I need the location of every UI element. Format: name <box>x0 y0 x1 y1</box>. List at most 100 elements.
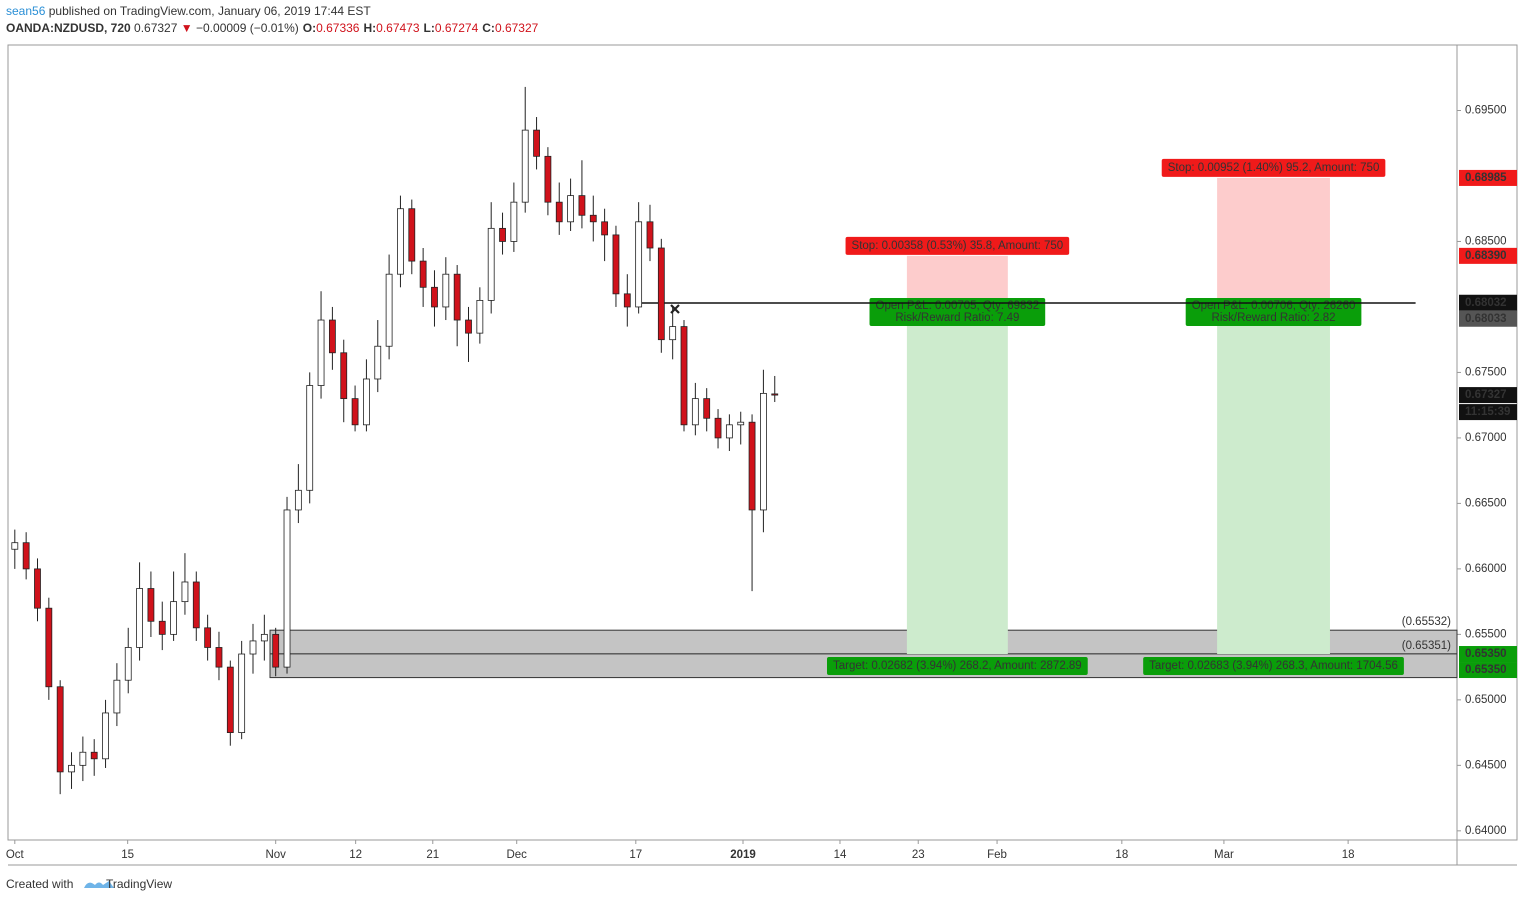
price-label: 0.65350 <box>1465 664 1507 676</box>
candle-body <box>589 214 597 223</box>
zone-label: (0.65351) <box>1402 640 1451 652</box>
candle-body <box>374 345 382 380</box>
last: 0.67327 <box>134 21 178 35</box>
y-tick-label: 0.68500 <box>1465 235 1507 247</box>
candle-body <box>363 378 370 426</box>
candle-body <box>351 398 359 426</box>
footer-prefix: Created with <box>6 877 73 891</box>
candle-body <box>453 273 461 321</box>
pnl-label: Open P&L: 0.00706, Qty: 26260 <box>1192 300 1356 312</box>
x-tick-label: 2019 <box>730 849 756 861</box>
y-tick-label: 0.66000 <box>1465 563 1507 575</box>
pnl-box <box>869 298 1046 327</box>
ohlc-key: C: <box>482 21 495 35</box>
candle-body <box>431 286 438 308</box>
candle-body <box>623 293 631 308</box>
candle-body <box>737 421 745 426</box>
candle-body <box>487 227 495 301</box>
candle-body <box>476 299 484 334</box>
candle-body <box>657 247 665 341</box>
marks: 0.69500 0.68500 0.67500 0.67000 0.66500 0.660… <box>6 86 1517 861</box>
candle-body <box>578 195 586 216</box>
x-tick-label: Feb <box>987 849 1007 861</box>
candle-body <box>714 417 722 439</box>
stop-label-box <box>1161 158 1386 177</box>
candle-body <box>170 601 178 635</box>
candle-body <box>226 666 234 734</box>
candle-body <box>238 653 246 734</box>
price-label: 0.67327 <box>1465 389 1507 401</box>
x-icon <box>670 304 680 314</box>
candle-body <box>294 489 302 511</box>
price-label-box <box>1459 294 1517 311</box>
y-tick-label: 0.67000 <box>1465 432 1507 444</box>
candle-body <box>612 234 620 295</box>
candle-body <box>215 647 223 668</box>
x-tick-label: 18 <box>1115 849 1128 861</box>
x-tick-label: 18 <box>1342 849 1355 861</box>
y-tick-label: 0.64500 <box>1465 759 1507 771</box>
candle-body <box>521 129 529 203</box>
footer-brand: TradingView <box>106 877 172 891</box>
candle-body <box>555 201 563 223</box>
y-tick-label: 0.65000 <box>1465 694 1507 706</box>
ohlc-value: 0.67274 <box>435 21 479 35</box>
candle-body <box>442 273 450 308</box>
candle-body <box>272 633 280 668</box>
candle-body <box>249 640 257 655</box>
ohlc-key: H: <box>363 21 376 35</box>
target-zone <box>1217 303 1330 655</box>
price-label: 0.68390 <box>1465 250 1507 262</box>
zone-label: (0.65532) <box>1402 616 1451 628</box>
y-tick-label: 0.67500 <box>1465 366 1507 378</box>
candle-body <box>601 221 609 236</box>
candle-body <box>11 542 19 550</box>
rr-label: Risk/Reward Ratio: 7.49 <box>895 312 1019 324</box>
candle-body <box>771 393 779 396</box>
price-label-box <box>1459 247 1517 264</box>
target-label: Target: 0.02682 (3.94%) 268.2, Amount: 2… <box>833 660 1082 672</box>
candle-body <box>102 712 109 760</box>
countdown-box <box>1459 404 1517 421</box>
x-tick-label: Oct <box>6 849 25 861</box>
candle-body <box>465 319 472 334</box>
candle-body <box>499 227 506 242</box>
x-tick-label: 21 <box>426 849 439 861</box>
candle-body <box>306 385 314 491</box>
change: −0.00009 (−0.01%) <box>196 21 299 35</box>
price-label: 0.65350 <box>1465 648 1507 660</box>
arrow: ▼ <box>181 21 193 35</box>
user: sean56 <box>6 4 46 18</box>
pnl-box <box>1185 298 1362 327</box>
candle-body <box>283 509 291 668</box>
target-label-box <box>827 657 1088 676</box>
price-label-box <box>1459 662 1517 679</box>
stop-label: Stop: 0.00952 (1.40%) 95.2, Amount: 750 <box>1168 162 1380 174</box>
candle-body <box>68 764 75 773</box>
x-tick-label: Dec <box>506 849 527 861</box>
y-tick-label: 0.64000 <box>1465 825 1507 837</box>
candle-body <box>147 588 155 622</box>
stop-zone <box>906 255 1008 304</box>
candle-body <box>760 392 767 511</box>
ohlc-key: O: <box>303 21 316 35</box>
candle-body <box>408 208 416 262</box>
candle-body <box>204 627 212 648</box>
ohlc-key: L: <box>424 21 435 35</box>
candle-body <box>34 568 41 609</box>
stop-label: Stop: 0.00358 (0.53%) 35.8, Amount: 750 <box>852 240 1064 252</box>
price-label-box <box>1459 169 1517 186</box>
candle-body <box>510 201 518 242</box>
target-zone <box>906 303 1008 655</box>
candle-body <box>328 319 336 354</box>
candle-body <box>56 686 64 773</box>
header-line: sean56 published on TradingView.com, Jan… <box>6 4 371 18</box>
stop-label-box <box>845 236 1070 255</box>
price-label-box <box>1459 310 1517 327</box>
ohlc-value: 0.67336 <box>316 21 360 35</box>
candle-body <box>703 398 711 419</box>
candle-body <box>691 398 699 426</box>
candle-body <box>533 129 540 157</box>
